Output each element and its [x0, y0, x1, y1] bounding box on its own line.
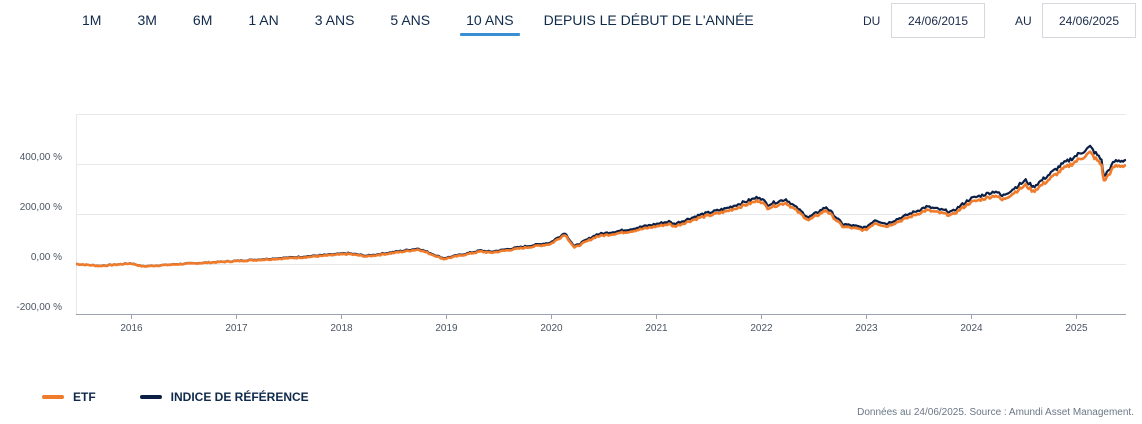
period-tab-6[interactable]: 10 ANS [460, 12, 521, 36]
y-tick-label: 200,00 % [20, 202, 62, 213]
from-date-input[interactable] [891, 3, 985, 38]
from-date-label: DU [863, 14, 881, 28]
series-line-etf [75, 150, 1127, 268]
x-axis-ticks: 2016 2017 2018 2019 2020 2021 2022 2023 2024 2025 [120, 314, 1088, 334]
x-tick-label: 2019 [435, 323, 458, 334]
legend-item-benchmark[interactable]: INDICE DE RÉFÉRENCE [139, 390, 309, 404]
period-tab-2[interactable]: 6M [192, 12, 213, 28]
x-tick-label: 2023 [855, 323, 878, 334]
period-selector: 1M 3M 6M 1 AN 3 ANS 5 ANS 10 ANS DEPUIS LE DÉBU… [82, 12, 754, 36]
period-tab-5[interactable]: 5 ANS [390, 12, 431, 28]
x-tick-label: 2022 [750, 323, 773, 334]
x-tick-label: 2020 [540, 323, 563, 334]
y-tick-label: 400,00 % [20, 152, 62, 163]
period-tab-1[interactable]: 3M [137, 12, 157, 28]
y-tick-label: -200,00 % [16, 302, 62, 313]
legend-label-etf: ETF [73, 390, 96, 404]
data-source-footnote: Données au 24/06/2025. Source : Amundi A… [857, 407, 1134, 418]
series-lines [75, 144, 1127, 268]
period-tab-7[interactable]: DEPUIS LE DÉBUT DE L'ANNÉE [543, 12, 754, 28]
x-tick-label: 2016 [120, 323, 143, 334]
grid-lines [76, 114, 1126, 315]
legend-item-etf[interactable]: ETF [42, 390, 96, 404]
y-tick-label: 0,00 % [31, 252, 62, 263]
legend-swatch-benchmark [139, 395, 162, 399]
legend-label-benchmark: INDICE DE RÉFÉRENCE [170, 390, 309, 404]
x-tick-label: 2024 [960, 323, 983, 334]
period-tab-4[interactable]: 3 ANS [314, 12, 355, 28]
chart-legend: ETF INDICE DE RÉFÉRENCE [42, 390, 353, 404]
x-tick-label: 2025 [1065, 323, 1088, 334]
x-tick-label: 2018 [330, 323, 353, 334]
x-tick-label: 2021 [645, 323, 668, 334]
period-tab-3[interactable]: 1 AN [248, 12, 279, 28]
y-axis-ticks: -200,00 % 0,00 % 200,00 % 400,00 % [16, 152, 62, 313]
period-tab-0[interactable]: 1M [82, 12, 102, 28]
to-date-input[interactable] [1042, 3, 1136, 38]
performance-chart: -200,00 % 0,00 % 200,00 % 400,00 % 2016 2017… [16, 114, 1127, 334]
x-tick-label: 2017 [225, 323, 248, 334]
to-date-label: AU [1015, 14, 1032, 28]
legend-swatch-etf [42, 395, 64, 399]
